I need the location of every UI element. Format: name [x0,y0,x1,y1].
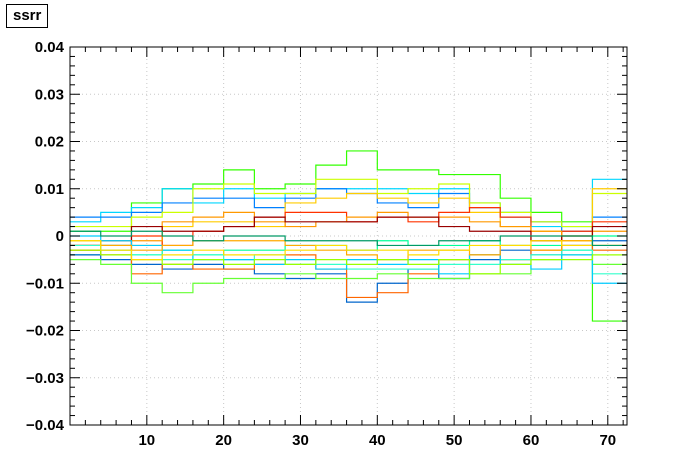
x-tick-label: 70 [599,432,616,449]
x-tick-label: 30 [292,432,309,449]
series-line-15 [70,249,627,275]
y-tick-label: 0.02 [35,134,64,151]
y-tick-label: −0.03 [26,370,64,387]
series-line-14 [70,240,627,261]
y-tick-label: 0.01 [35,181,64,198]
series-layer [70,150,627,322]
chart-title: ssrr [6,4,49,28]
x-tick-label: 10 [138,432,155,449]
series-line-17 [70,230,627,247]
x-tick-label: 60 [523,432,540,449]
series-line-2 [70,188,627,232]
x-tick-label: 40 [369,432,386,449]
y-tick-label: 0 [56,228,64,245]
y-tick-label: −0.02 [26,323,64,340]
x-tick-label: 20 [215,432,232,449]
x-tick-label: 50 [446,432,463,449]
axes: −0.04 −0.03 −0.02 −0.01 0 0.01 0.02 0.03 0.04 10 2… [26,39,628,449]
y-tick-label: −0.01 [26,275,64,292]
series-line-16 [70,240,627,261]
y-tick-label: −0.04 [26,417,65,434]
series-line-10 [70,244,627,299]
y-tick-label: 0.03 [35,86,64,103]
y-tick-label: 0.04 [35,39,65,56]
series-line-6 [70,211,627,251]
